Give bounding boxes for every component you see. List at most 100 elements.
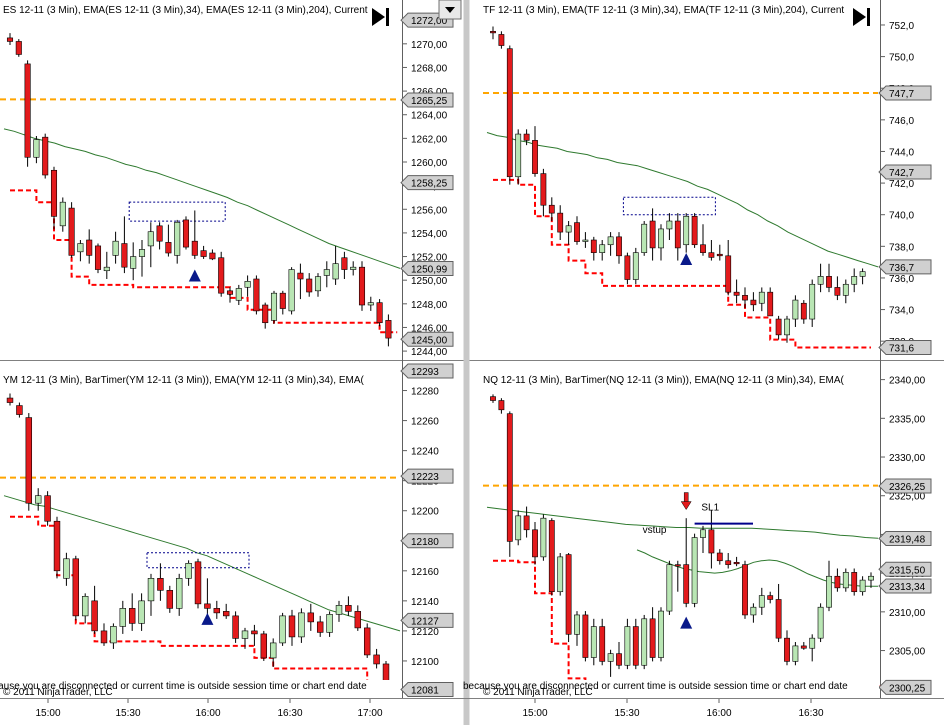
down-arrow-head: [680, 501, 692, 511]
price-flag: [878, 85, 932, 101]
candle-body: [185, 562, 192, 579]
price-flag: [400, 533, 454, 549]
y-tick-label: 2305,00: [889, 647, 926, 658]
candle-body: [792, 645, 799, 662]
candle-body: [733, 291, 740, 296]
skip-forward-icon[interactable]: [372, 8, 389, 26]
tf-chart-panel[interactable]: 732,0734,0736,0738,0740,0742,0744,0746,0…: [483, 21, 932, 356]
candle-body: [147, 578, 155, 602]
candle-body: [354, 611, 362, 629]
trailing-stop-line: [493, 559, 888, 688]
candle-body: [868, 575, 874, 581]
candle-body: [632, 626, 639, 666]
nq-chart-panel[interactable]: 2305,002310,002315,002320,002325,002330,…: [483, 376, 932, 695]
candle-body: [800, 302, 807, 320]
time-tick: 17:00: [357, 708, 382, 719]
candle-body: [42, 136, 49, 176]
candle-body: [156, 225, 163, 242]
candle-body: [110, 626, 117, 644]
candle-body: [53, 520, 61, 572]
range-box: [622, 196, 716, 216]
y-tick-label: 736,0: [889, 274, 914, 285]
candle-body: [367, 302, 374, 306]
price-flag-label: 12223: [411, 472, 439, 483]
range-box: [128, 201, 226, 222]
candle-body: [641, 618, 648, 666]
candle-body: [213, 608, 221, 614]
candle-body: [842, 572, 849, 589]
price-flag: [878, 164, 932, 180]
candle-body: [708, 252, 715, 258]
candle-body: [138, 600, 145, 624]
candle-body: [557, 556, 564, 593]
candle-body: [742, 295, 748, 301]
candle-body: [121, 243, 128, 268]
price-flag: [878, 679, 932, 695]
candle-body: [767, 595, 774, 600]
candle-body: [658, 610, 664, 658]
candle-body: [859, 271, 866, 277]
candle-body: [200, 250, 207, 257]
price-flag-label: 736,7: [889, 263, 914, 274]
es-chart-panel[interactable]: 1244,00 1246,00 1248,00 1250,00 1252,00 1254,…: [0, 12, 454, 358]
price-flag: [878, 530, 932, 546]
price-flag-label: 12293: [411, 367, 439, 378]
time-tick: 15:30: [614, 708, 639, 719]
time-tick: 15:00: [35, 708, 60, 719]
ym-chart-panel[interactable]: 1210012120121401216012180122001222012240…: [0, 363, 454, 697]
candle-body: [708, 529, 715, 554]
skip-forward-icon[interactable]: [853, 8, 870, 26]
candle-body: [44, 495, 51, 522]
copyright-left: © 2011 NinjaTrader, LLC: [3, 687, 113, 698]
price-flag: [400, 92, 454, 108]
y-tick-label: 738,0: [889, 242, 914, 253]
price-flag-label: 2300,25: [889, 683, 926, 694]
price-flag: [878, 561, 932, 577]
candle-body: [565, 225, 572, 233]
candle-body: [232, 615, 239, 639]
candle-body: [244, 281, 251, 288]
candle-body: [809, 283, 816, 320]
ym-chart-title: YM 12-11 (3 Min), BarTimer(YM 12-11 (3 M…: [3, 375, 364, 386]
candle-body: [515, 515, 522, 541]
candle-body: [157, 578, 164, 591]
candle-body: [204, 603, 211, 609]
up-triangle-icon: [188, 269, 201, 282]
y-tick-label: 1262,00: [411, 134, 448, 145]
candle-body: [582, 239, 589, 242]
dropdown-arrow-icon[interactable]: [438, 0, 462, 20]
candle-body: [725, 560, 732, 565]
candle-body: [490, 396, 496, 401]
y-tick-label: 1256,00: [411, 205, 448, 216]
candle-body: [683, 564, 690, 604]
down-arrow-icon: [683, 492, 689, 503]
y-tick-label: 12260: [411, 417, 439, 428]
candle-body: [103, 266, 110, 272]
ema-line: [486, 506, 879, 539]
candle-body: [147, 231, 154, 247]
candle-body: [506, 48, 513, 178]
candle-body: [632, 252, 639, 280]
candle-body: [209, 252, 216, 260]
candle-body: [316, 621, 324, 633]
candle-body: [298, 612, 305, 638]
candle-body: [733, 562, 740, 565]
candle-body: [345, 605, 352, 612]
candle-body: [81, 596, 89, 617]
candle-body: [624, 255, 631, 280]
candle-body: [332, 263, 339, 280]
candle-body: [817, 606, 824, 639]
candle-body: [306, 278, 313, 293]
candle-body: [691, 537, 698, 604]
candle-body: [182, 219, 190, 248]
price-flag: [878, 478, 932, 494]
candle-body: [498, 34, 505, 46]
y-tick-label: 12160: [411, 567, 439, 578]
candle-body: [307, 612, 315, 623]
candle-body: [515, 133, 522, 178]
up-triangle-icon: [201, 612, 214, 625]
candle-body: [809, 637, 816, 649]
candle-body: [297, 272, 304, 280]
candle-body: [851, 276, 858, 285]
